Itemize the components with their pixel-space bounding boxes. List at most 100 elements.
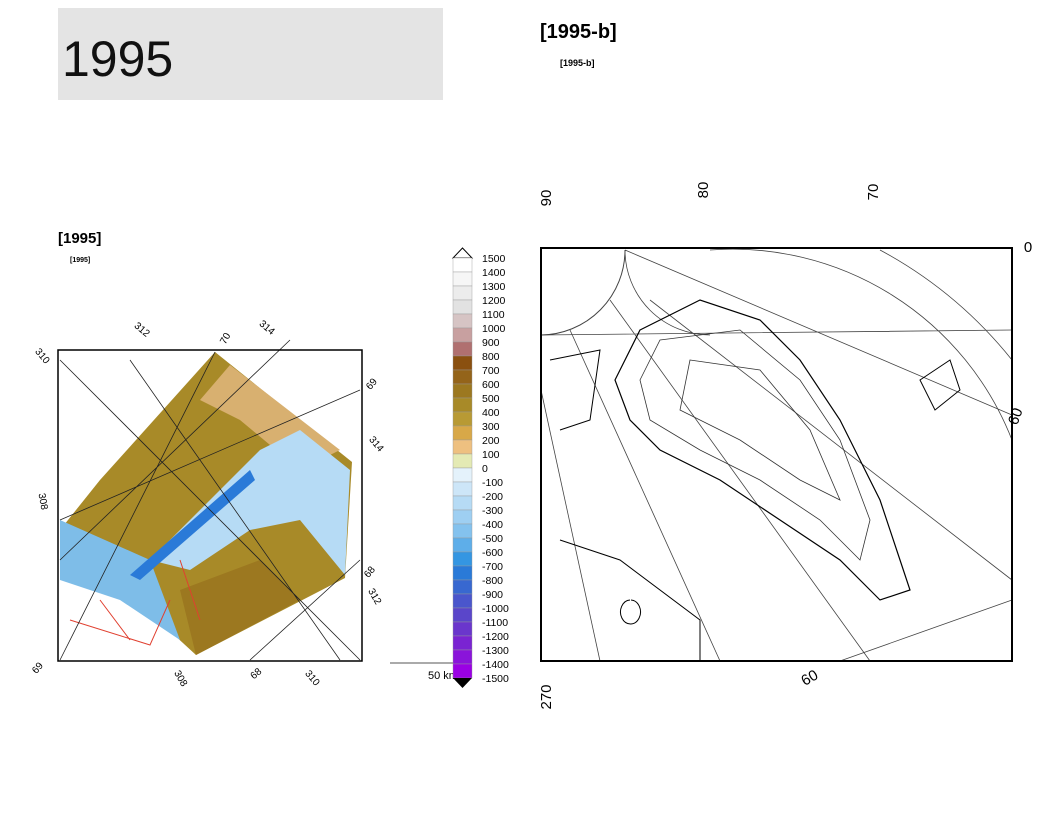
- left-map: 50 km: [57, 339, 460, 682]
- graticule-label: 69: [364, 376, 380, 392]
- graticule-label: 308: [36, 492, 50, 511]
- colorbar-swatch: [452, 425, 473, 441]
- colorbar-swatch: [452, 355, 473, 371]
- colorbar-label: -400: [482, 519, 503, 531]
- colorbar-swatch: [452, 271, 473, 287]
- header-box: 1995: [58, 8, 443, 100]
- colorbar-label: -700: [482, 561, 503, 573]
- terrain: [180, 560, 300, 655]
- colorbar-swatch: [452, 285, 473, 301]
- graticule-label: 60: [1005, 406, 1027, 427]
- colorbar-label: 400: [482, 407, 500, 419]
- colorbar-swatch: [452, 369, 473, 385]
- colorbar-label: 1500: [482, 253, 506, 265]
- right-map: [540, 247, 1013, 662]
- contours: [69, 559, 201, 646]
- colorbar-label: -1000: [482, 603, 509, 615]
- colorbar-swatch: [452, 579, 473, 595]
- left-title: [1995]: [58, 230, 101, 247]
- colorbar-label: -1300: [482, 645, 509, 657]
- graticule-label: 69: [30, 660, 46, 676]
- right-title: [1995-b]: [540, 21, 617, 43]
- colorbar-swatch: [452, 537, 473, 553]
- colorbar-label: -500: [482, 533, 503, 545]
- colorbar-label: 1100: [482, 309, 505, 321]
- colorbar-swatch: [452, 593, 473, 609]
- colorbar-swatch: [452, 397, 473, 413]
- colorbar-swatch: [452, 495, 473, 511]
- colorbar-swatch: [452, 257, 473, 273]
- colorbar-swatch: [452, 607, 473, 623]
- colorbar-swatch: [452, 565, 473, 581]
- scale-label: 50 km: [428, 670, 458, 682]
- colorbar-label: 1400: [482, 267, 506, 279]
- colorbar-label: 500: [482, 393, 500, 405]
- graticule: [540, 248, 1013, 662]
- colorbar-label: 1000: [482, 323, 506, 335]
- graticule-label: 90: [538, 190, 555, 207]
- graticule-label: 310: [32, 346, 51, 366]
- graticule-label: 312: [365, 587, 383, 607]
- fjord: [130, 470, 255, 580]
- frame: [540, 247, 1013, 662]
- colorbar-label: -200: [482, 491, 503, 503]
- colorbar-swatch: [452, 327, 473, 343]
- colorbar-swatch: [452, 453, 473, 469]
- colorbar-label: -300: [482, 505, 503, 517]
- water: [150, 430, 350, 575]
- colorbar-label: 0: [482, 463, 488, 475]
- graticule-label: 314: [366, 434, 385, 454]
- colorbar-label: 100: [482, 449, 500, 461]
- graticule-label: 68: [362, 564, 378, 580]
- graticule: [59, 339, 361, 661]
- colorbar-label: -600: [482, 547, 503, 559]
- graticule: [540, 249, 626, 336]
- right-subtitle: [1995-b]: [560, 58, 595, 68]
- graticule-label: 70: [218, 331, 233, 347]
- frame: [57, 349, 363, 662]
- left-subtitle: [1995]: [70, 257, 90, 264]
- colorbar-swatch: [452, 313, 473, 329]
- ice-sheet: [614, 299, 911, 601]
- graticule-label: 70: [865, 184, 882, 201]
- colorbar-swatch: [452, 621, 473, 637]
- colorbar-swatch: [452, 523, 473, 539]
- graticule-label: 68: [249, 666, 265, 682]
- colorbar-swatch: [452, 551, 473, 567]
- colorbar-label: 900: [482, 337, 500, 349]
- header-title: 1995: [62, 31, 174, 87]
- colorbar-label: -800: [482, 575, 503, 587]
- colorbar-swatch: [452, 467, 473, 483]
- colorbar-swatch: [452, 509, 473, 525]
- colorbar-label: 800: [482, 351, 500, 363]
- colorbar-swatch: [452, 649, 473, 665]
- colorbar-label: 700: [482, 365, 500, 377]
- graticule-label: 314: [257, 319, 277, 338]
- colorbar-label: -1100: [482, 617, 508, 629]
- graticule-label: 308: [171, 669, 189, 689]
- colorbar-label: 1300: [482, 281, 506, 293]
- colorbar-swatch: [452, 439, 473, 455]
- colorbar-swatch: [452, 299, 473, 315]
- coastline: [549, 349, 961, 660]
- colorbar-swatch: [452, 635, 473, 651]
- colorbar-label: 200: [482, 435, 500, 447]
- colorbar-swatch: [452, 411, 473, 427]
- colorbar-swatch: [452, 383, 473, 399]
- water: [60, 520, 180, 640]
- graticule-label: 270: [538, 684, 555, 709]
- colorbar-bottom: [453, 678, 472, 688]
- contour: [639, 329, 871, 561]
- colorbar-label: -1500: [482, 673, 509, 685]
- colorbar-label: 1200: [482, 295, 506, 307]
- colorbar-swatch: [452, 341, 473, 357]
- graticule-label: 60: [798, 667, 821, 690]
- colorbar-label: 600: [482, 379, 500, 391]
- colorbar-label: -900: [482, 589, 503, 601]
- colorbar-swatch: [452, 663, 473, 679]
- contour: [679, 359, 841, 501]
- colorbar-label: 300: [482, 421, 500, 433]
- colorbar-label: -100: [482, 477, 503, 489]
